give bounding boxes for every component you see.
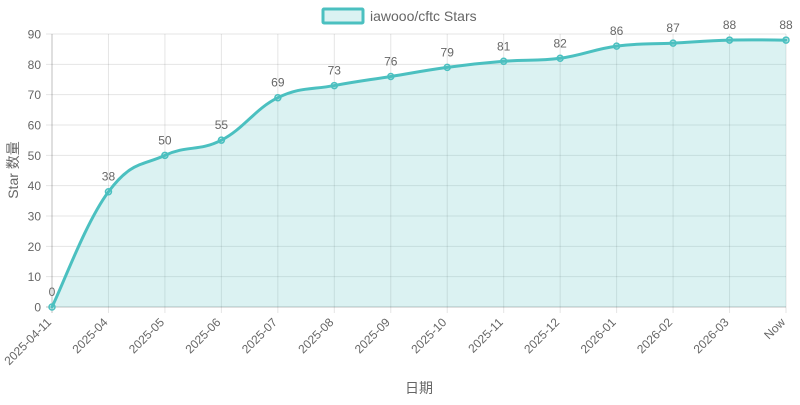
x-tick-label: 2025-11 bbox=[465, 315, 506, 356]
y-tick-label: 40 bbox=[28, 179, 42, 193]
legend-label[interactable]: iawooo/cftc Stars bbox=[370, 8, 477, 24]
y-tick-label: 80 bbox=[28, 58, 42, 72]
data-label: 38 bbox=[102, 170, 116, 184]
data-point[interactable] bbox=[274, 93, 282, 102]
y-tick-label: 20 bbox=[28, 240, 42, 254]
data-point[interactable] bbox=[612, 42, 621, 50]
data-label: 76 bbox=[384, 54, 398, 68]
y-tick-label: 50 bbox=[28, 149, 42, 163]
y-tick-label: 10 bbox=[28, 270, 42, 284]
x-tick-label: 2025-12 bbox=[521, 315, 562, 356]
x-tick-label: 2025-09 bbox=[352, 315, 393, 356]
series-area bbox=[52, 39, 786, 308]
data-label: 73 bbox=[328, 64, 342, 78]
data-point[interactable] bbox=[669, 39, 677, 47]
series-line bbox=[50, 38, 788, 309]
data-labels: 0 38 50 55 69 73 76 79 81 82 86 87 88 88 bbox=[49, 18, 793, 299]
data-point[interactable] bbox=[161, 151, 169, 160]
y-tick-label: 0 bbox=[34, 301, 41, 315]
legend[interactable]: iawooo/cftc Stars bbox=[321, 7, 477, 25]
data-label: 79 bbox=[441, 45, 455, 59]
data-point[interactable] bbox=[556, 54, 564, 63]
x-tick-label: 2025-10 bbox=[408, 315, 449, 356]
x-tick-label: 2025-04 bbox=[70, 315, 111, 356]
data-point[interactable] bbox=[330, 81, 339, 90]
y-axis-title: Star 数量 bbox=[5, 141, 21, 199]
series-fill bbox=[52, 39, 786, 308]
data-point[interactable] bbox=[48, 303, 56, 311]
grid bbox=[46, 33, 787, 313]
data-point[interactable] bbox=[499, 57, 508, 66]
x-tick-label: 2025-06 bbox=[182, 315, 223, 356]
x-tick-label: 2025-05 bbox=[126, 315, 167, 356]
data-points bbox=[48, 36, 790, 311]
x-tick-label: 2025-07 bbox=[239, 315, 280, 356]
x-tick-label: 2025-08 bbox=[295, 315, 336, 356]
y-tick-label: 60 bbox=[28, 119, 42, 133]
data-label: 82 bbox=[553, 36, 567, 50]
data-point[interactable] bbox=[217, 136, 226, 144]
x-axis-title: 日期 bbox=[405, 380, 433, 396]
x-tick-label: 2025-04-11 bbox=[1, 315, 54, 368]
data-point[interactable] bbox=[104, 187, 113, 196]
data-label: 81 bbox=[497, 39, 511, 53]
data-point[interactable] bbox=[782, 36, 790, 44]
y-tick-label: 30 bbox=[28, 210, 42, 224]
data-label: 55 bbox=[215, 118, 229, 132]
x-tick-label: 2026-01 bbox=[578, 315, 619, 356]
data-label: 69 bbox=[271, 76, 285, 90]
data-label: 88 bbox=[723, 18, 737, 32]
data-label: 87 bbox=[666, 21, 680, 35]
y-tick-label: 90 bbox=[28, 28, 42, 42]
legend-swatch[interactable] bbox=[321, 7, 365, 25]
data-point[interactable] bbox=[387, 72, 395, 81]
data-label: 88 bbox=[779, 18, 793, 32]
x-tick-label: 2026-03 bbox=[691, 315, 732, 356]
data-label: 50 bbox=[158, 133, 172, 147]
x-tick-label: Now bbox=[761, 315, 788, 342]
data-point[interactable] bbox=[443, 63, 451, 72]
data-label: 0 bbox=[49, 285, 56, 299]
x-tick-label: 2026-02 bbox=[634, 315, 675, 356]
data-label: 86 bbox=[610, 24, 624, 38]
series-line-group bbox=[50, 38, 788, 309]
data-point[interactable] bbox=[725, 36, 734, 44]
y-tick-label: 70 bbox=[28, 88, 42, 102]
